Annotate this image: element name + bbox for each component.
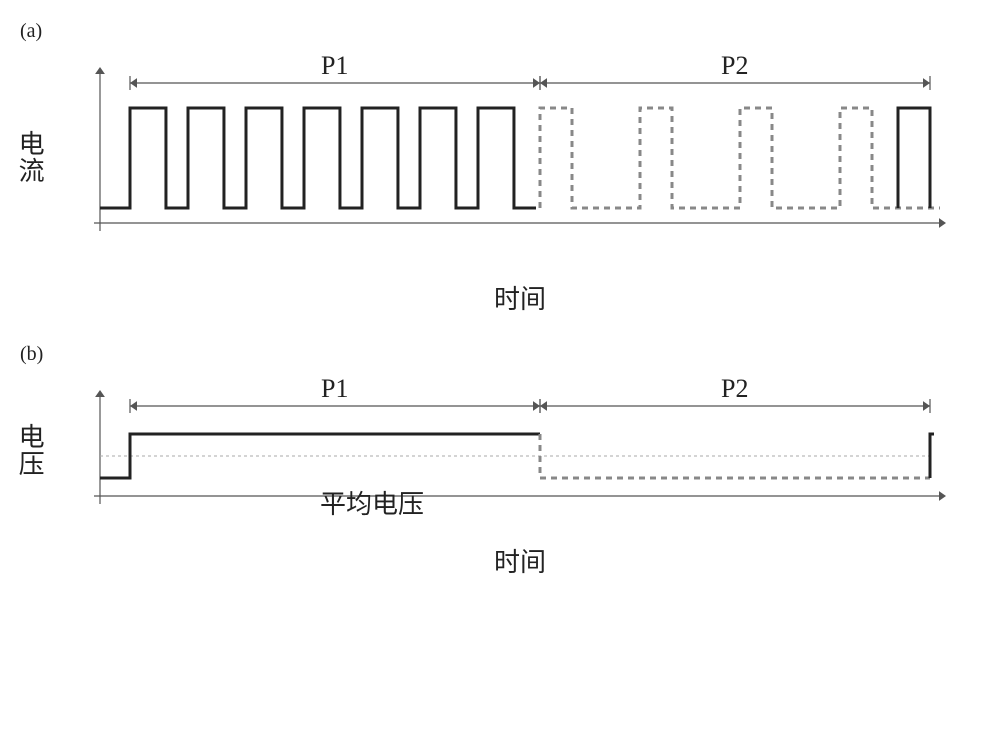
panel-a: (a) 电流 P1 P2 时间 (20, 20, 980, 283)
figure: (a) 电流 P1 P2 时间 (b) 电压 P1 P2 平均电压 时间 (20, 20, 980, 546)
panel-a-dim-p1: P1 (321, 51, 348, 81)
panel-a-chart-wrap: 电流 P1 P2 时间 (60, 53, 980, 283)
panel-b-chart-wrap: 电压 P1 P2 平均电压 时间 (60, 376, 980, 546)
panel-a-label: (a) (20, 20, 980, 43)
panel-a-svg (60, 53, 960, 283)
panel-b-label: (b) (20, 343, 980, 366)
panel-b-avg-label: 平均电压 (320, 484, 424, 521)
panel-b-dim-p1: P1 (321, 374, 348, 404)
panel-b-dim-p2: P2 (721, 374, 748, 404)
panel-b-y-label: 电压 (16, 424, 47, 479)
panel-a-dim-p2: P2 (721, 51, 748, 81)
panel-b-svg (60, 376, 960, 546)
panel-b: (b) 电压 P1 P2 平均电压 时间 (20, 343, 980, 546)
panel-a-y-label: 电流 (16, 131, 47, 186)
panel-a-x-label: 时间 (494, 279, 546, 316)
panel-b-x-label: 时间 (494, 542, 546, 579)
